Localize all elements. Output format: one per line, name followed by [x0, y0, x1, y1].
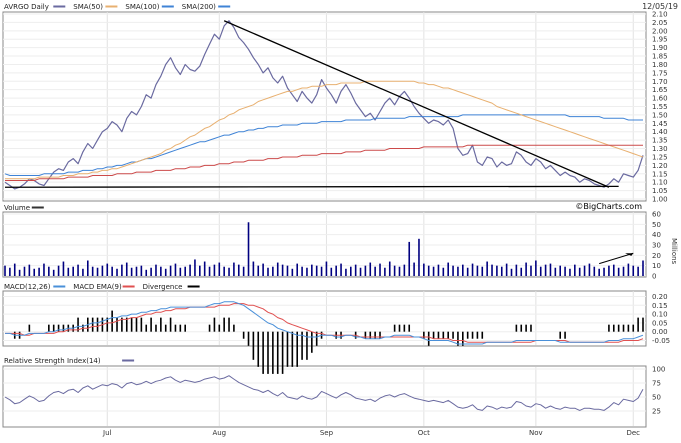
- price-y-tick: 1.30: [652, 145, 668, 153]
- volume-y-tick: 30: [652, 242, 661, 250]
- volume-y-tick: 20: [652, 252, 661, 260]
- price-y-tick: 1.95: [652, 36, 668, 44]
- price-y-tick: 1.25: [652, 153, 668, 161]
- series-price: [4, 20, 644, 190]
- price-y-tick: 2.05: [652, 19, 668, 27]
- price-y-tick: 1.40: [652, 128, 668, 136]
- volume-y-tick: 0: [652, 273, 656, 281]
- series-sma200: [5, 144, 643, 181]
- x-tick-sep: Sep: [320, 429, 334, 437]
- price-y-tick: 1.60: [652, 95, 668, 103]
- x-tick-oct: Oct: [418, 429, 430, 437]
- price-y-tick: 1.05: [652, 187, 668, 195]
- rsi-y-tick: 100: [652, 366, 665, 374]
- series-macd: [5, 301, 644, 345]
- header-date: 12/05/19: [642, 2, 678, 11]
- volume-y-tick: 10: [652, 262, 661, 270]
- price-y-tick: 1.15: [652, 170, 668, 178]
- x-tick-dec: Dec: [626, 429, 640, 437]
- price-y-tick: 1.50: [652, 111, 668, 119]
- x-tick-jul: Jul: [102, 429, 112, 437]
- price-y-tick: 1.35: [652, 137, 668, 145]
- legend-rsi-label: Relative Strength Index(14): [4, 357, 101, 365]
- price-y-tick: 1.20: [652, 162, 668, 170]
- series-sma100: [5, 80, 644, 180]
- price-y-tick: 1.00: [652, 196, 668, 204]
- price-y-tick: 1.45: [652, 120, 668, 128]
- legend-price-label: AVRGO Daily: [4, 3, 49, 11]
- price-y-tick: 1.75: [652, 69, 668, 77]
- legend-macd-label: MACD(12,26): [4, 283, 51, 291]
- legend-divergence-label: Divergence: [143, 283, 183, 291]
- macd-panel: [2, 290, 647, 347]
- trendline-1: [223, 20, 610, 188]
- macd-y-tick: 0.00: [652, 328, 668, 336]
- legend-ema-label: MACD EMA(9): [73, 283, 122, 291]
- price-y-tick: 1.10: [652, 179, 668, 187]
- series-sma50: [4, 114, 643, 176]
- rsi-y-tick: 75: [652, 380, 661, 388]
- price-y-tick: 1.70: [652, 78, 668, 86]
- volume-y-tick: 60: [652, 211, 661, 219]
- volume-units-label: Millions: [670, 238, 678, 265]
- macd-y-tick: 0.20: [652, 293, 668, 301]
- volume-arrow-head: [624, 253, 634, 256]
- volume-arrow-line: [599, 252, 634, 265]
- macd-y-tick: 0.10: [652, 311, 668, 319]
- legend-sma200-label: SMA(200): [182, 3, 216, 11]
- macd-y-tick: 0.15: [652, 302, 668, 310]
- volume-y-tick: 50: [652, 221, 661, 229]
- price-y-tick: 1.90: [652, 44, 668, 52]
- price-y-tick: 1.55: [652, 103, 668, 111]
- brand-credit: ©BigCharts.com: [575, 202, 642, 211]
- rsi-y-tick: 25: [652, 408, 661, 416]
- price-y-tick: 2.10: [652, 11, 668, 19]
- legend-volume-label: Volume: [4, 204, 30, 212]
- price-y-tick: 2.00: [652, 27, 668, 35]
- price-y-tick: 1.80: [652, 61, 668, 69]
- price-y-tick: 1.65: [652, 86, 668, 94]
- macd-y-tick: -0.05: [652, 337, 670, 345]
- series-rsi: [4, 375, 644, 411]
- x-tick-aug: Aug: [212, 429, 226, 437]
- volume-y-tick: 40: [652, 231, 661, 239]
- rsi-y-tick: 50: [652, 394, 661, 402]
- legend-sma100-label: SMA(100): [125, 3, 159, 11]
- trendline-2: [4, 185, 619, 188]
- x-tick-nov: Nov: [529, 429, 543, 437]
- macd-y-tick: 0.05: [652, 319, 668, 327]
- price-y-tick: 1.85: [652, 53, 668, 61]
- legend-sma50-label: SMA(50): [73, 3, 103, 11]
